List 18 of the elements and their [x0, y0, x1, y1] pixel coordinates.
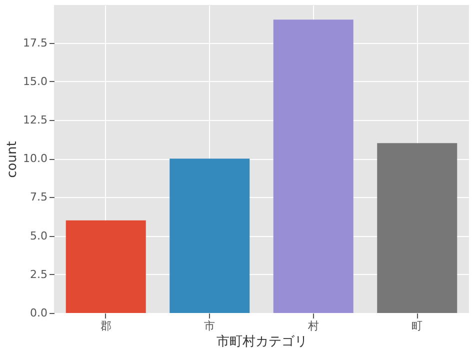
- y-tick-label: 2.5: [30, 268, 48, 281]
- x-tick-label: 村: [306, 320, 319, 332]
- y-axis-title: count: [5, 141, 20, 178]
- bar: [377, 143, 458, 313]
- bar: [66, 220, 146, 313]
- bar: [273, 20, 354, 313]
- y-tick-label: 10.0: [23, 152, 48, 166]
- x-axis-title: 市町村カテゴリ: [216, 334, 308, 350]
- y-tick-label: 0.0: [30, 306, 48, 320]
- x-tick-label: 市: [204, 320, 216, 332]
- x-tick-label: 町: [412, 320, 423, 332]
- y-tick-label: 5.0: [30, 229, 48, 242]
- bar: [170, 158, 250, 313]
- x-tick-label: 郡: [100, 320, 112, 332]
- y-tick-label: 17.5: [23, 36, 48, 50]
- y-tick-label: 15.0: [23, 74, 48, 88]
- y-tick-label: 7.5: [30, 190, 48, 204]
- y-tick-label: 12.5: [23, 114, 48, 127]
